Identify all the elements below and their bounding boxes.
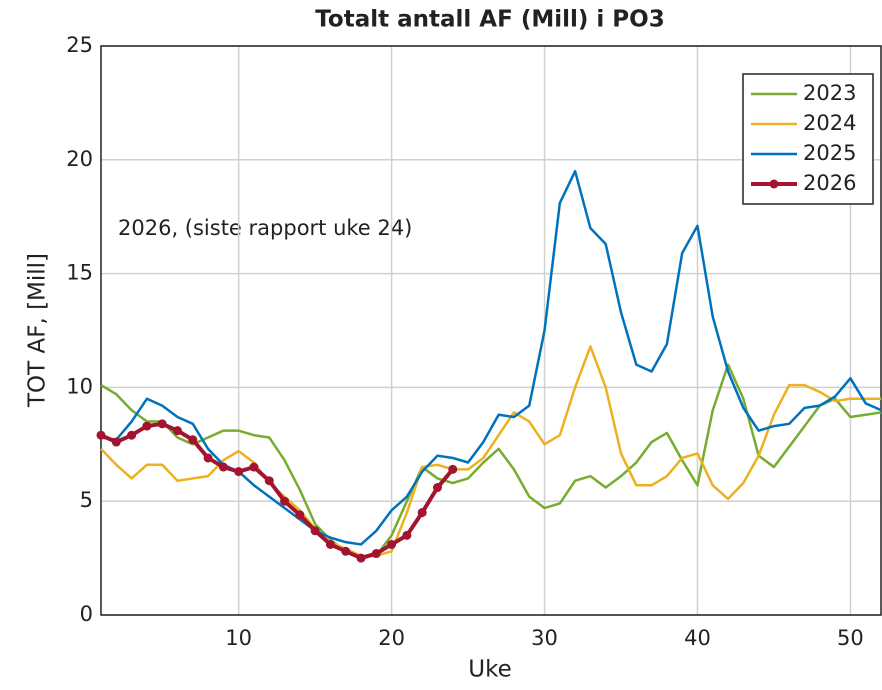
- plot-frame: [100, 45, 882, 616]
- y-tick-label: 5: [80, 488, 93, 512]
- data-point: [432, 483, 442, 493]
- data-point: [448, 464, 458, 474]
- legend-marker: [769, 179, 779, 189]
- data-point: [157, 419, 167, 429]
- x-tick-label: 20: [378, 626, 405, 650]
- data-point: [356, 553, 366, 563]
- x-axis-label: Uke: [468, 657, 511, 683]
- data-point: [402, 530, 412, 540]
- y-axis-label: TOT AF, [Mill]: [25, 253, 51, 408]
- legend-label: 2026: [803, 171, 856, 195]
- data-point: [295, 510, 305, 520]
- data-point: [310, 526, 320, 536]
- y-tick-label: 15: [66, 261, 93, 285]
- data-point: [127, 430, 137, 440]
- y-tick-label: 25: [66, 33, 93, 57]
- data-point: [325, 539, 335, 549]
- series-line: [100, 345, 881, 558]
- data-point: [387, 539, 397, 549]
- series-line: [100, 421, 455, 561]
- data-point: [96, 430, 106, 440]
- data-point: [142, 421, 152, 431]
- x-tick-label: 10: [225, 626, 252, 650]
- y-tick-label: 10: [66, 374, 93, 398]
- data-point: [172, 426, 182, 436]
- data-point: [234, 467, 244, 477]
- x-tick-label: 30: [531, 626, 558, 650]
- data-point: [218, 462, 228, 472]
- data-point: [203, 453, 213, 463]
- data-point: [264, 476, 274, 486]
- data-point: [111, 437, 121, 447]
- legend-label: 2024: [803, 111, 856, 135]
- legend-label: 2025: [803, 141, 856, 165]
- data-point: [280, 496, 290, 506]
- data-point: [341, 546, 351, 556]
- chart-title: Totalt antall AF (Mill) i PO3: [315, 7, 664, 33]
- series-line: [100, 363, 882, 558]
- data-point: [371, 549, 381, 559]
- data-point: [249, 462, 259, 472]
- y-tick-label: 20: [66, 147, 93, 171]
- x-tick-label: 40: [684, 626, 711, 650]
- data-point: [188, 435, 198, 445]
- x-tick-label: 50: [837, 626, 864, 650]
- y-tick-label: 0: [80, 602, 93, 626]
- annotation: 2026, (siste rapport uke 24): [118, 216, 412, 240]
- legend-label: 2023: [803, 81, 856, 105]
- data-point: [417, 508, 427, 518]
